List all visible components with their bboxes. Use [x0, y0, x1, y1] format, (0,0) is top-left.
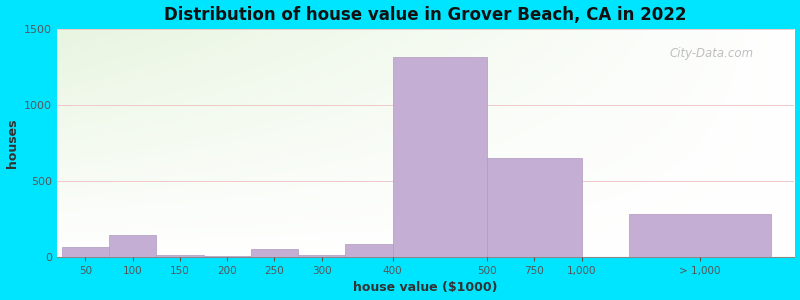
- Title: Distribution of house value in Grover Beach, CA in 2022: Distribution of house value in Grover Be…: [165, 6, 687, 24]
- Bar: [62, 247, 109, 257]
- Text: City-Data.com: City-Data.com: [669, 47, 753, 61]
- Bar: [346, 244, 393, 257]
- Bar: [250, 248, 298, 257]
- Bar: [298, 255, 346, 257]
- Bar: [393, 57, 487, 257]
- Bar: [487, 158, 582, 257]
- Bar: [109, 235, 156, 257]
- Bar: [629, 214, 771, 257]
- X-axis label: house value ($1000): house value ($1000): [354, 281, 498, 294]
- Y-axis label: houses: houses: [6, 118, 18, 168]
- Bar: [156, 255, 203, 257]
- Bar: [203, 256, 250, 257]
